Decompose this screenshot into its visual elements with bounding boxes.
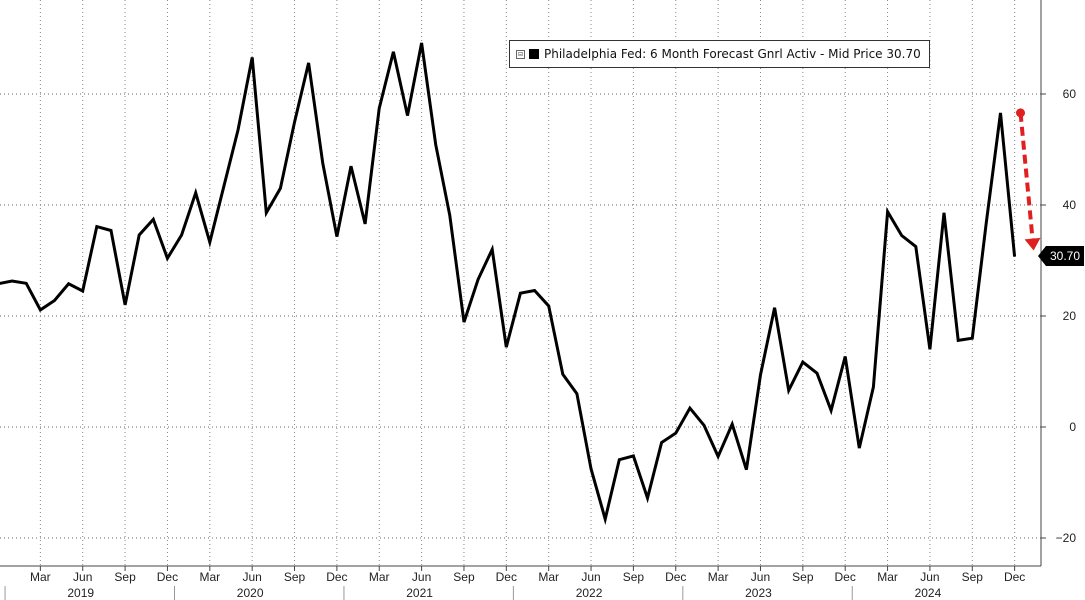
x-tick-label: Sep [792, 570, 814, 584]
x-tick-label: Sep [453, 570, 475, 584]
x-tick-label: Jun [581, 570, 600, 584]
y-tick-label: 60 [1063, 87, 1077, 101]
x-tick-label: Dec [157, 570, 178, 584]
y-tick-label: −20 [1056, 531, 1077, 545]
y-tick-label: 40 [1063, 198, 1077, 212]
legend-label: Philadelphia Fed: 6 Month Forecast Gnrl … [544, 47, 883, 61]
x-tick-label: Sep [623, 570, 645, 584]
y-tick-label: 0 [1069, 420, 1076, 434]
annotation-arrow-head [1024, 237, 1041, 251]
legend-toggle-icon[interactable]: ⊟ [516, 49, 525, 59]
x-tick-label: Dec [1004, 570, 1025, 584]
x-year-label: 2019 [67, 586, 94, 600]
x-year-label: 2024 [915, 586, 942, 600]
x-tick-label: Sep [114, 570, 136, 584]
legend-swatch [529, 49, 539, 59]
x-tick-label: Sep [284, 570, 306, 584]
x-tick-label: Jun [242, 570, 261, 584]
last-value-badge: 30.70 [1037, 246, 1085, 266]
x-tick-label: Jun [412, 570, 431, 584]
x-year-label: 2021 [406, 586, 433, 600]
x-year-label: 2020 [237, 586, 264, 600]
x-tick-label: Jun [920, 570, 939, 584]
x-tick-label: Mar [538, 570, 559, 584]
x-tick-label: Mar [877, 570, 898, 584]
x-tick-label: Mar [369, 570, 390, 584]
annotation-arrow-shaft [1018, 112, 1035, 239]
x-tick-label: Dec [665, 570, 686, 584]
x-tick-label: Dec [496, 570, 517, 584]
x-tick-label: Dec [835, 570, 856, 584]
x-tick-label: Mar [708, 570, 729, 584]
x-tick-label: Jun [73, 570, 92, 584]
chart-legend: ⊟ Philadelphia Fed: 6 Month Forecast Gnr… [509, 40, 930, 68]
x-tick-label: Mar [30, 570, 51, 584]
x-year-label: 2023 [745, 586, 772, 600]
legend-value: 30.70 [886, 47, 921, 61]
series-line [0, 42, 1017, 526]
x-tick-label: Mar [199, 570, 220, 584]
x-year-label: 2022 [576, 586, 603, 600]
x-tick-label: Dec [326, 570, 347, 584]
x-tick-label: Jun [751, 570, 770, 584]
y-tick-label: 20 [1063, 309, 1077, 323]
x-tick-label: Sep [962, 570, 984, 584]
